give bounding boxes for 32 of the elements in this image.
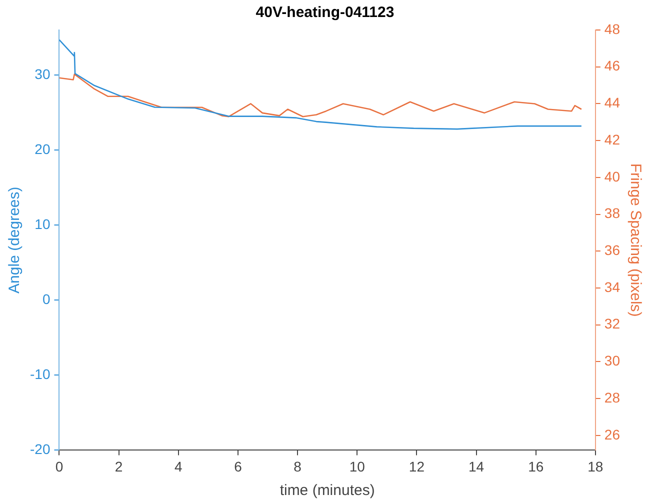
x-tick-label: 18: [588, 458, 604, 474]
y-axis-title: Angle (degrees): [6, 186, 24, 294]
y-tick-label: -10: [30, 366, 50, 382]
chart-title: 40V-heating-041123: [256, 4, 394, 22]
y2-axis-title: Fringe Spacing (pixels): [626, 163, 644, 317]
x-tick-label: 0: [55, 458, 64, 474]
y2-tick-label: 42: [604, 131, 620, 148]
x-tick-label: 10: [349, 458, 366, 474]
x-tick-label: 4: [174, 458, 182, 474]
y2-tick-label: 30: [604, 352, 620, 369]
x-tick-label: 6: [234, 458, 242, 474]
y2-tick-label: 36: [604, 242, 620, 258]
y2-tick-label: 46: [604, 58, 620, 74]
x-tick-label: 8: [294, 458, 302, 474]
x-tick-label: 2: [114, 458, 123, 474]
y-tick-label: 30: [34, 66, 50, 82]
y2-tick-label: 48: [604, 20, 620, 37]
x-tick-label: 16: [528, 458, 544, 474]
y2-tick-label: 26: [604, 426, 620, 442]
y2-tick-label: 34: [604, 278, 620, 295]
x-tick-label: 14: [468, 458, 484, 474]
y-tick-label: 0: [42, 290, 50, 307]
y-tick-label: 10: [34, 216, 50, 232]
y2-tick-label: 44: [604, 94, 620, 111]
y2-tick-label: 32: [604, 316, 620, 332]
y2-tick-label: 28: [604, 389, 620, 406]
y2-tick-label: 38: [604, 205, 620, 222]
x-tick-label: 12: [408, 458, 425, 474]
x-axis-title: time (minutes): [280, 482, 375, 500]
y-tick-label: -20: [30, 441, 50, 458]
y2-tick-label: 40: [604, 168, 620, 184]
y-tick-label: 20: [34, 140, 50, 157]
